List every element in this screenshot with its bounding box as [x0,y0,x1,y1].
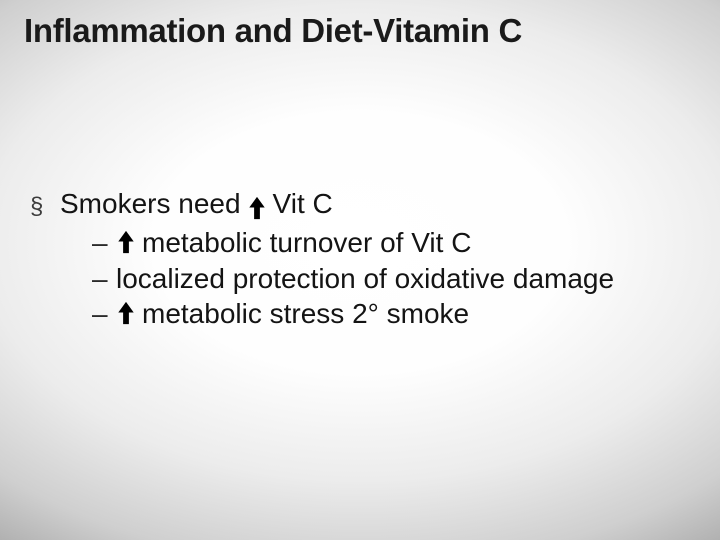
up-arrow-icon [116,229,136,255]
up-arrow-path [118,231,133,253]
bullet-marker: § [30,186,60,223]
sub-bullet-marker: – [92,296,116,332]
up-arrow-path [249,197,264,219]
slide: Inflammation and Diet-Vitamin C § Smoker… [0,0,720,540]
bullet-text: Smokers need Vit C [60,186,333,222]
sub-bullet: – metabolic turnover of Vit C [92,225,680,261]
sub-bullet-text: metabolic turnover of Vit C [116,225,471,261]
sub-bullet-text: metabolic stress 2° smoke [116,296,469,332]
sub-bullet-text: localized protection of oxidative damage [116,261,614,297]
bullet-level-1: § Smokers need Vit C [30,186,680,223]
sub-bullet-label: metabolic stress 2° smoke [142,296,469,332]
bullet-text-after: Vit C [273,186,333,222]
sub-bullet: – metabolic stress 2° smoke [92,296,680,332]
bullet-text-before: Smokers need [60,186,241,222]
sub-bullet-label: localized protection of oxidative damage [116,261,614,297]
sub-bullet-list: – metabolic turnover of Vit C – localize… [92,225,680,332]
up-arrow-icon [247,195,267,221]
slide-title: Inflammation and Diet-Vitamin C [24,12,712,50]
sub-bullet: – localized protection of oxidative dama… [92,261,680,297]
slide-content: § Smokers need Vit C – metabolic turnove… [30,186,680,332]
sub-bullet-label: metabolic turnover of Vit C [142,225,471,261]
sub-bullet-marker: – [92,225,116,261]
sub-bullet-marker: – [92,261,116,297]
up-arrow-icon [116,300,136,326]
up-arrow-path [118,302,133,324]
